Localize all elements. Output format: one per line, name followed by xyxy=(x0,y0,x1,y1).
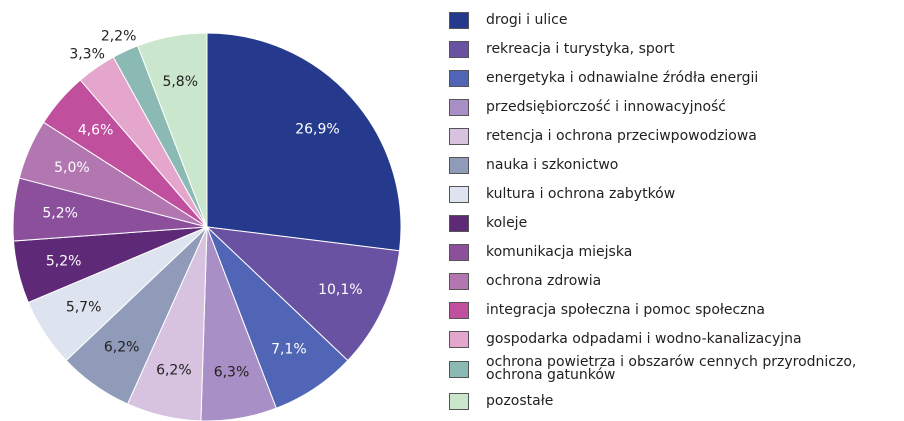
legend-item: kultura i ochrona zabytków xyxy=(449,186,675,203)
legend-label: ochrona zdrowia xyxy=(486,273,602,289)
legend-label: retencja i ochrona przeciwpowodziowa xyxy=(486,128,757,144)
legend-label: ochrona powietrza i obszarów cennych prz… xyxy=(486,354,857,383)
legend-swatch xyxy=(449,393,469,410)
data-label: 2,2% xyxy=(101,29,137,45)
pie-slice xyxy=(206,32,402,252)
pie-slice xyxy=(205,226,401,362)
legend-label: drogi i ulice xyxy=(486,12,568,28)
pie-area: 26,9% 10,1% 7,1% 6,3% 6,2% 6,2% 5,7% 5,2% 5,2% 5,… xyxy=(12,29,402,421)
legend-swatch xyxy=(449,157,469,174)
legend-item: rekreacja i turystyka, sport xyxy=(449,41,675,58)
data-label: 6,2% xyxy=(156,363,192,379)
data-label: 10,1% xyxy=(318,282,362,298)
legend-swatch xyxy=(449,12,469,29)
legend-swatch xyxy=(449,331,469,348)
data-label: 5,8% xyxy=(162,74,198,90)
data-label: 5,7% xyxy=(66,300,102,316)
legend-item: pozostałe xyxy=(449,393,553,410)
legend-swatch xyxy=(449,99,469,116)
legend-label: energetyka i odnawialne źródła energii xyxy=(486,70,759,86)
data-label: 26,9% xyxy=(295,121,339,137)
legend-item: koleje xyxy=(449,215,527,232)
legend-item: integracja społeczna i pomoc społeczna xyxy=(449,302,765,319)
legend-swatch xyxy=(449,244,469,261)
legend-swatch xyxy=(449,302,469,319)
legend-item: retencja i ochrona przeciwpowodziowa xyxy=(449,128,757,145)
legend-item: gospodarka odpadami i wodno-kanalizacyjn… xyxy=(449,331,802,348)
legend-swatch xyxy=(449,186,469,203)
legend-label: pozostałe xyxy=(486,393,554,409)
data-label: 4,6% xyxy=(78,122,114,138)
pie-slice xyxy=(137,32,208,228)
legend-swatch xyxy=(449,273,469,290)
legend-label: rekreacja i turystyka, sport xyxy=(486,41,675,57)
legend-item: energetyka i odnawialne źródła energii xyxy=(449,70,758,87)
legend-label: komunikacja miejska xyxy=(486,244,633,260)
legend-item: przedsiębiorczość i innowacyjność xyxy=(449,99,726,116)
legend-item: ochrona zdrowia xyxy=(449,273,601,290)
data-label: 6,2% xyxy=(104,339,140,355)
legend-swatch xyxy=(449,128,469,145)
data-label: 3,3% xyxy=(69,47,105,63)
legend-label: przedsiębiorczość i innowacyjność xyxy=(486,99,727,115)
legend-label: kultura i ochrona zabytków xyxy=(486,186,676,202)
legend-label: integracja społeczna i pomoc społeczna xyxy=(486,302,765,318)
legend-swatch xyxy=(449,70,469,87)
data-label: 5,2% xyxy=(42,206,78,222)
legend-swatch xyxy=(449,41,469,58)
data-label: 5,2% xyxy=(46,253,82,269)
legend-item: ochrona powietrza i obszarów cennych prz… xyxy=(449,354,857,383)
data-label: 5,0% xyxy=(54,160,90,176)
data-label: 7,1% xyxy=(271,342,307,358)
legend-swatch xyxy=(449,360,469,378)
data-label: 6,3% xyxy=(214,364,250,380)
legend-swatch xyxy=(449,215,469,232)
legend-label: koleje xyxy=(486,215,528,231)
legend-item: nauka i szkonictwo xyxy=(449,157,618,174)
legend-label: nauka i szkonictwo xyxy=(486,157,619,173)
legend-label: gospodarka odpadami i wodno-kanalizacyjn… xyxy=(486,331,802,347)
legend-item: drogi i ulice xyxy=(449,12,567,29)
legend-item: komunikacja miejska xyxy=(449,244,632,261)
